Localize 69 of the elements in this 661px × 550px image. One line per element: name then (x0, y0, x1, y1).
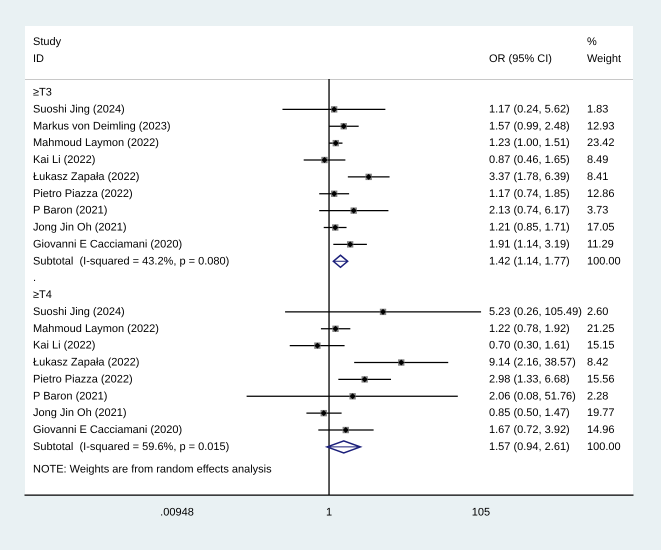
x-tick-label: 1 (326, 506, 332, 519)
annotation: 1.83 (587, 103, 608, 116)
text: % (587, 36, 597, 48)
y-tick-label: ≥T4 (33, 289, 52, 302)
annotation: 15.15 (587, 340, 615, 352)
annotation: 1.23 (1.00, 1.51) (489, 137, 570, 150)
y-tick-label: . (33, 272, 36, 284)
y-tick-label: Pietro Piazza (2022) (33, 188, 133, 200)
annotation: 2.06 (0.08, 51.76) (489, 390, 576, 402)
y-tick-label: Jong Jin Oh (2021) (33, 407, 127, 420)
annotation: 1.17 (0.74, 1.85) (489, 188, 570, 200)
text: ID (33, 53, 44, 66)
annotation: 1.57 (0.99, 2.48) (489, 120, 570, 132)
annotation: 5.23 (0.26, 105.49) (489, 306, 582, 318)
annotation: 0.85 (0.50, 1.47) (489, 407, 570, 420)
annotation: 12.93 (587, 120, 615, 132)
y-tick-label: Mahmoud Laymon (2022) (33, 322, 159, 335)
y-tick-label: P Baron (2021) (33, 390, 108, 402)
y-tick-label: Subtotal (I-squared = 59.6%, p = 0.015) (33, 440, 230, 453)
y-tick-label: Subtotal (I-squared = 43.2%, p = 0.080) (33, 255, 230, 268)
annotation: 1.91 (1.14, 3.19) (489, 238, 570, 250)
annotation: 2.98 (1.33, 6.68) (489, 373, 570, 386)
annotation: 8.41 (587, 170, 608, 183)
annotation: 9.14 (2.16, 38.57) (489, 356, 576, 369)
y-tick-label: Kai Li (2022) (33, 340, 96, 352)
annotation: 8.42 (587, 356, 608, 369)
annotation: 0.87 (0.46, 1.65) (489, 154, 570, 166)
x-tick-label: 105 (472, 506, 490, 519)
y-tick-label: Łukasz Zapała (2022) (33, 170, 140, 183)
y-tick-label: Giovanni E Cacciamani (2020) (33, 424, 182, 436)
y-tick-label: Łukasz Zapała (2022) (33, 356, 140, 369)
annotation: 100.00 (587, 255, 621, 268)
annotation: 1.17 (0.24, 5.62) (489, 103, 570, 116)
annotation: 23.42 (587, 137, 615, 150)
annotation: 3.73 (587, 204, 608, 217)
y-tick-label: Markus von Deimling (2023) (33, 120, 171, 132)
y-tick-label: Suoshi Jing (2024) (33, 306, 125, 318)
annotation: 2.13 (0.74, 6.17) (489, 204, 570, 217)
annotation: 14.96 (587, 424, 615, 436)
x-tick-label: .00948 (160, 506, 194, 519)
annotation: 2.60 (587, 306, 608, 318)
annotation: 1.42 (1.14, 1.77) (489, 255, 570, 268)
annotation: 0.70 (0.30, 1.61) (489, 340, 570, 352)
annotation: 17.05 (587, 222, 615, 234)
text: Study (33, 36, 62, 48)
annotation: 3.37 (1.78, 6.39) (489, 170, 570, 183)
annotation: 1.21 (0.85, 1.71) (489, 222, 570, 234)
y-tick-label: Giovanni E Cacciamani (2020) (33, 238, 182, 250)
annotation: 12.86 (587, 188, 615, 200)
annotation: 2.28 (587, 390, 608, 402)
text: NOTE: Weights are from random effects analysis (33, 464, 272, 476)
y-tick-label: Kai Li (2022) (33, 154, 96, 166)
y-tick-label: Pietro Piazza (2022) (33, 373, 133, 386)
annotation: 11.29 (587, 238, 614, 250)
y-tick-label: Jong Jin Oh (2021) (33, 222, 127, 234)
annotation: 100.00 (587, 440, 621, 453)
annotation: 1.57 (0.94, 2.61) (489, 440, 570, 453)
annotation: 1.67 (0.72, 3.92) (489, 424, 570, 436)
text: OR (95% CI) (489, 53, 552, 66)
y-tick-label: Suoshi Jing (2024) (33, 103, 125, 116)
y-tick-label: P Baron (2021) (33, 204, 108, 217)
annotation: 21.25 (587, 322, 615, 335)
annotation: 1.22 (0.78, 1.92) (489, 322, 570, 335)
annotation: 19.77 (587, 407, 615, 420)
y-tick-label: ≥T3 (33, 86, 52, 99)
text: Weight (587, 53, 622, 66)
annotation: 15.56 (587, 373, 615, 386)
y-tick-label: Mahmoud Laymon (2022) (33, 137, 159, 150)
annotation: 8.49 (587, 154, 608, 166)
